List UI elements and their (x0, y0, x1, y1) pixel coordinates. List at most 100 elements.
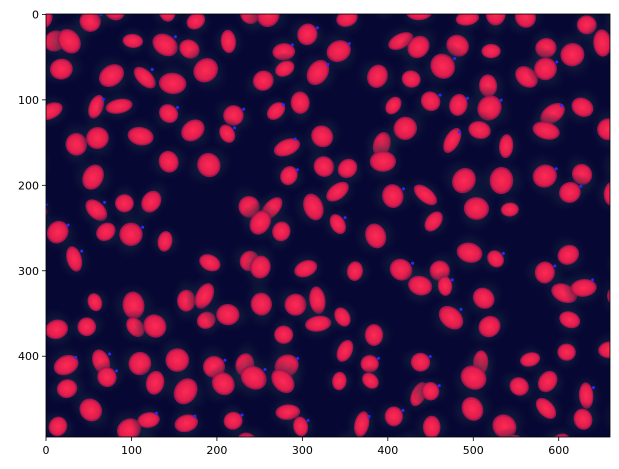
blue-spot (39, 156, 42, 159)
cell-nucleus (362, 372, 379, 389)
cell-body (153, 438, 196, 469)
cell-nucleus (449, 93, 468, 116)
cell-nucleus (571, 97, 594, 117)
cell-nucleus (122, 33, 144, 48)
cell-nucleus (48, 416, 68, 437)
cell-nucleus (297, 23, 318, 46)
blue-spot (457, 130, 461, 134)
cell-nucleus (329, 214, 346, 235)
blue-spot (411, 261, 415, 265)
blue-spot (450, 278, 454, 282)
blue-spot (554, 167, 558, 171)
cell-nucleus (560, 42, 585, 67)
blue-spot (428, 355, 432, 359)
cell-nucleus (173, 378, 198, 405)
cell-nucleus (79, 398, 103, 422)
cell-nucleus (332, 371, 347, 391)
cell-nucleus (500, 202, 519, 217)
cell-nucleus (385, 96, 402, 115)
cell-nucleus (487, 250, 504, 268)
blue-spot (281, 103, 285, 107)
blue-spot (103, 200, 107, 204)
cell-nucleus (293, 416, 309, 437)
cell-nucleus (141, 190, 162, 213)
cell-nucleus (570, 279, 597, 297)
cell-nucleus (413, 184, 438, 206)
blue-spot (141, 225, 145, 229)
cell-nucleus (410, 352, 431, 372)
cell-nucleus (127, 126, 154, 146)
blue-spot (459, 307, 463, 311)
cell-nucleus (463, 197, 490, 220)
blue-spot (295, 168, 299, 172)
cell-nucleus (249, 210, 272, 235)
cell-nucleus (137, 412, 160, 428)
cell-nucleus (49, 58, 73, 80)
microscopy-image (17, 8, 619, 469)
cell-nucleus (77, 317, 97, 337)
cell-body (148, 14, 186, 29)
blue-spot (579, 184, 583, 188)
cell-nucleus (534, 57, 557, 81)
cell-nucleus (158, 72, 187, 95)
cell-nucleus (46, 220, 69, 244)
x-tick-label: 100 (121, 444, 142, 457)
cell-nucleus (53, 354, 79, 376)
cell-nucleus (66, 246, 83, 272)
cell-nucleus (559, 181, 581, 203)
cell-nucleus (485, 14, 506, 26)
cell-nucleus (456, 242, 483, 263)
cell-nucleus (509, 377, 529, 396)
cell-nucleus (290, 91, 310, 114)
cell-nucleus (250, 255, 271, 279)
cell-nucleus (443, 127, 462, 153)
cell-nucleus (364, 323, 384, 346)
cell-nucleus (266, 102, 286, 120)
blue-spot (51, 8, 54, 11)
cell-nucleus (369, 151, 397, 172)
blue-spot (74, 355, 78, 359)
cell-nucleus (46, 102, 63, 121)
cell-nucleus (87, 293, 103, 312)
cell-nucleus (382, 184, 404, 208)
cell-nucleus (105, 98, 133, 114)
cell-nucleus (223, 411, 243, 430)
x-tick-label: 0 (43, 444, 50, 457)
blue-spot (499, 98, 503, 102)
blue-spot (559, 103, 563, 107)
cell-body (612, 413, 619, 469)
x-tick-label: 200 (206, 444, 227, 457)
blue-spot (437, 384, 441, 388)
cell-nucleus (535, 397, 557, 419)
cell-nucleus (367, 64, 388, 88)
cell-nucleus (97, 366, 117, 388)
cell-nucleus (421, 381, 440, 401)
cell-nucleus (520, 352, 541, 367)
cell-nucleus (437, 275, 453, 296)
y-tick-label: 200 (18, 179, 39, 192)
cell-nucleus (250, 292, 272, 316)
cell-nucleus (583, 443, 601, 469)
cell-nucleus (98, 64, 125, 88)
cell-nucleus (481, 446, 502, 468)
cell-nucleus (219, 124, 236, 143)
cell-nucleus (240, 365, 267, 390)
cell-nucleus (256, 14, 280, 28)
blue-spot (326, 62, 330, 66)
cell-nucleus (499, 134, 514, 159)
cell-nucleus (438, 438, 463, 465)
cell-nucleus (573, 408, 593, 430)
cell-body (537, 424, 579, 437)
blue-spot (315, 26, 319, 30)
cell-nucleus (306, 59, 330, 86)
cell-nucleus (17, 150, 47, 181)
blue-spot (223, 358, 227, 362)
cell-body (611, 45, 619, 112)
cell-nucleus (438, 305, 464, 330)
blue-spot (590, 278, 594, 282)
cell-nucleus (532, 121, 560, 140)
x-axis: 0 100 200 300 400 500 600 (43, 437, 569, 457)
cell-nucleus (603, 181, 610, 207)
cell-nucleus (537, 370, 558, 393)
cell-nucleus (158, 14, 176, 22)
